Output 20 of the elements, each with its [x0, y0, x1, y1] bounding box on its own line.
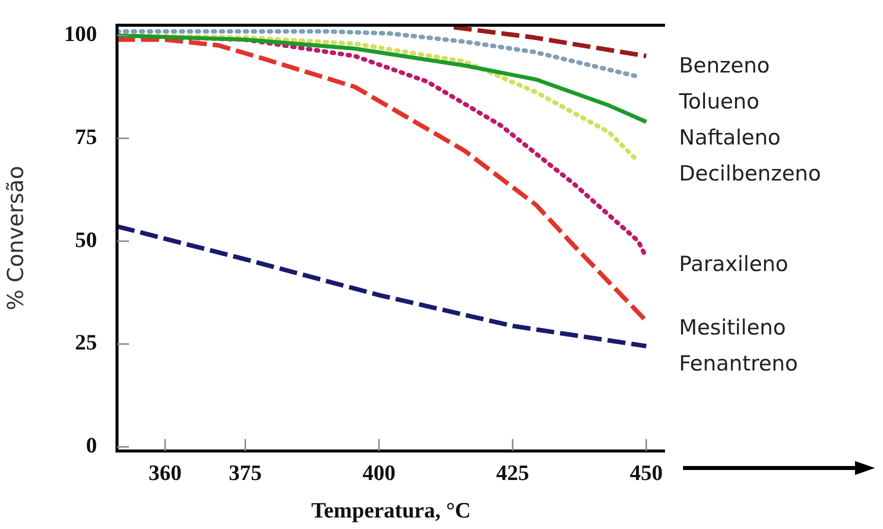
text: Tolueno: [678, 90, 760, 114]
x-tick-label: 450: [630, 460, 663, 485]
x-tick-label: 360: [148, 460, 182, 485]
line-series: [117, 224, 649, 348]
x-tick-label: 375: [228, 460, 262, 485]
y-axis-title: % Conversão: [4, 166, 29, 310]
series-label: Paraxileno: [679, 252, 788, 276]
series-label: Benzeno: [679, 54, 770, 78]
x-axis-title: Temperatura, °C: [311, 497, 471, 522]
series-label: Naftaleno: [679, 126, 781, 150]
series-label: Fenantreno: [679, 351, 798, 376]
y-tick-label: 25: [75, 330, 97, 355]
series-label: Decilbenzeno: [679, 162, 821, 186]
y-tick-label: 75: [75, 124, 97, 150]
y-tick-label: 100: [64, 21, 97, 46]
y-tick-label: 50: [75, 226, 97, 252]
x-tick-label: 425: [496, 460, 530, 485]
y-tick-label: 0: [86, 432, 97, 458]
series-label: Mesitileno: [679, 315, 786, 340]
x-tick-label: 400: [362, 460, 396, 485]
